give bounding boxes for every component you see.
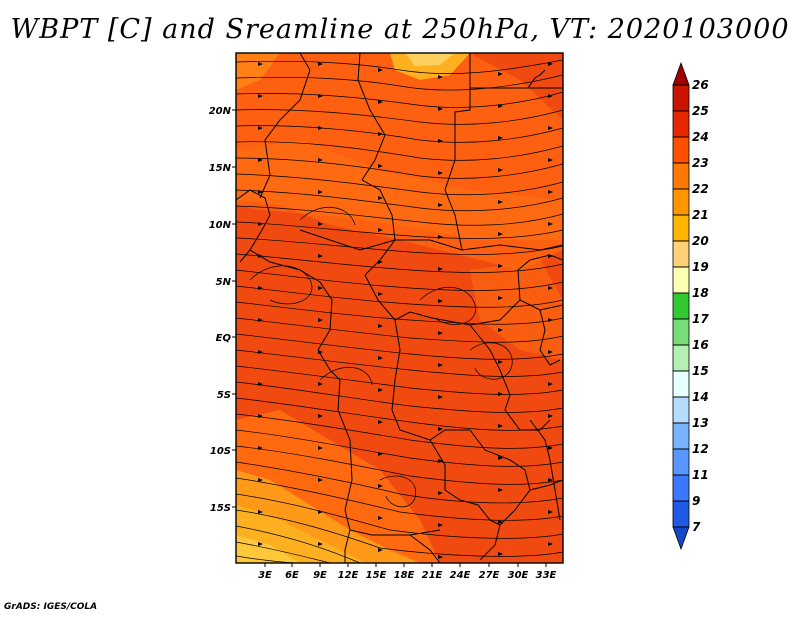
lon-label: 27E xyxy=(479,570,500,581)
colorbar-cell xyxy=(672,344,690,372)
lon-label: 9E xyxy=(313,570,327,581)
colorbar-cell xyxy=(672,292,690,320)
colorbar-label: 19 xyxy=(692,260,709,274)
lat-axis: 20N 15N 10N 5N EQ 5S 10S 15S xyxy=(209,106,236,514)
map-title: WBPT [C] and Sreamline at 250hPa, VT: 20… xyxy=(10,14,790,45)
lat-label: 10S xyxy=(210,446,231,457)
colorbar-label: 17 xyxy=(692,312,709,326)
colorbar-label: 24 xyxy=(692,130,709,144)
lat-label: 5N xyxy=(216,277,232,288)
streamlines xyxy=(236,59,563,563)
colorbar-label: 18 xyxy=(692,286,709,300)
colorbar-label: 26 xyxy=(692,78,709,92)
colorbar-cell xyxy=(672,370,690,398)
lat-label: 5S xyxy=(217,390,231,401)
colorbar-cell xyxy=(672,61,690,86)
colorbar-cell xyxy=(672,422,690,450)
lon-label: 21E xyxy=(422,570,443,581)
lon-label: 18E xyxy=(394,570,415,581)
colorbar-cell xyxy=(672,136,690,164)
colorbar-cell xyxy=(672,110,690,138)
colorbar-cell xyxy=(672,84,690,112)
colorbar-label: 14 xyxy=(692,390,709,404)
colorbar-cell xyxy=(672,500,690,528)
colorbar-label: 16 xyxy=(692,338,709,352)
colorbar-label: 15 xyxy=(692,364,709,378)
grads-credit: GrADS: IGES/COLA xyxy=(4,602,98,612)
colorbar-label: 9 xyxy=(692,494,700,508)
lat-label: EQ xyxy=(216,333,232,344)
map-frame xyxy=(235,52,564,564)
lat-label: 15N xyxy=(209,163,232,174)
colorbar-label: 20 xyxy=(692,234,709,248)
colorbar-label: 25 xyxy=(692,104,709,118)
streamline-arrows xyxy=(258,62,553,559)
lon-label: 3E xyxy=(258,570,272,581)
lon-label: 15E xyxy=(366,570,387,581)
colorbar-label: 11 xyxy=(692,468,709,482)
country-borders xyxy=(236,53,563,563)
lat-label: 20N xyxy=(209,106,232,117)
lon-label: 24E xyxy=(450,570,471,581)
lon-label: 12E xyxy=(338,570,359,581)
colorbar: 26 25 24 23 22 21 20 19 18 17 16 15 14 13 12 11 9 7 xyxy=(672,61,709,551)
colorbar-label: 7 xyxy=(692,520,701,534)
lat-label: 15S xyxy=(210,503,231,514)
lon-label: 6E xyxy=(285,570,299,581)
colorbar-cell xyxy=(672,474,690,502)
wbpt-field xyxy=(236,53,563,563)
colorbar-label: 13 xyxy=(692,416,709,430)
colorbar-label: 12 xyxy=(692,442,709,456)
lon-axis: 3E 6E 9E 12E 15E 18E 21E 24E 27E 30E 33E xyxy=(258,563,557,581)
colorbar-cell xyxy=(672,240,690,268)
colorbar-cell xyxy=(672,526,690,551)
colorbar-cell xyxy=(672,188,690,216)
lon-label: 33E xyxy=(536,570,557,581)
colorbar-cell xyxy=(672,396,690,424)
colorbar-cell xyxy=(672,214,690,242)
colorbar-cell xyxy=(672,318,690,346)
colorbar-cell xyxy=(672,448,690,476)
colorbar-cell xyxy=(672,266,690,294)
lat-label: 10N xyxy=(209,220,232,231)
colorbar-label: 21 xyxy=(692,208,709,222)
colorbar-label: 23 xyxy=(692,156,709,170)
colorbar-label: 22 xyxy=(692,182,709,196)
lon-label: 30E xyxy=(508,570,529,581)
colorbar-cell xyxy=(672,162,690,190)
